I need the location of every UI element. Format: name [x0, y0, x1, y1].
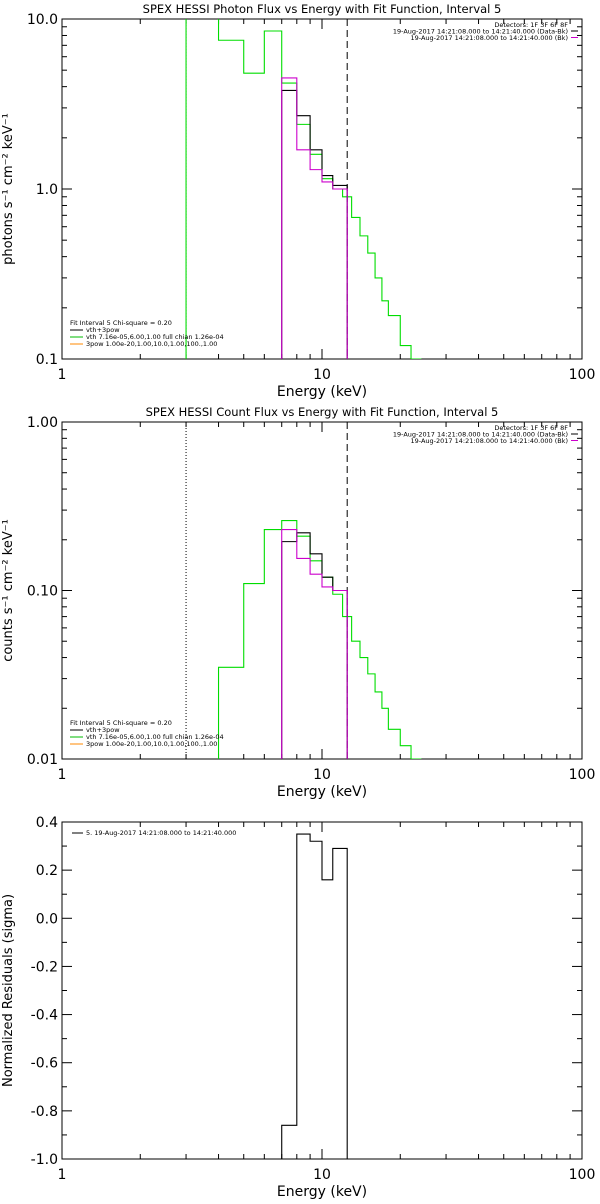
x-tick-label: 10 [313, 1167, 331, 1183]
series-step-line-1 [217, 520, 422, 759]
y-tick-label: 0.2 [36, 863, 58, 879]
y-tick-label: -0.6 [31, 1056, 58, 1072]
series-step-line-3 [281, 77, 348, 359]
info-line: 19-Aug-2017 14:21:08.000 to 14:21:40.000… [411, 437, 568, 445]
chart-panel-1: SPEX HESSI Photon Flux vs Energy with Fi… [1, 2, 596, 400]
data-series-group [217, 520, 422, 759]
info-line: 19-Aug-2017 14:21:08.000 to 14:21:40.000… [393, 28, 568, 36]
chart-title: SPEX HESSI Photon Flux vs Energy with Fi… [143, 2, 502, 16]
info-line: 19-Aug-2017 14:21:08.000 to 14:21:40.000… [411, 34, 568, 42]
x-tick-label: 1 [58, 767, 67, 783]
y-axis-label: photons s⁻¹ cm⁻² keV⁻¹ [1, 113, 16, 265]
series-step-line-2 [281, 89, 348, 359]
x-tick-label: 100 [569, 1167, 596, 1183]
fit-legend-title: Fit Interval 5 Chi-square = 0.20 [70, 319, 172, 327]
fit-legend-label: vth 7.16e-05,6.00,1.00 full chian 1.26e-… [86, 733, 224, 741]
x-tick-label: 1 [58, 1167, 67, 1183]
y-tick-label: 10.0 [27, 12, 58, 28]
fit-legend-label: vth 7.16e-05,6.00,1.00 full chian 1.26e-… [86, 333, 224, 341]
fit-legend-label: 3pow 1.00e-20,1.00,10.0,1.00,100.,1.00 [86, 340, 217, 348]
y-axis-label: Normalized Residuals (sigma) [1, 894, 16, 1087]
y-tick-label: 0.0 [36, 911, 58, 927]
x-axis-label: Energy (keV) [277, 1184, 367, 1200]
y-tick-label: 1.00 [27, 415, 58, 431]
y-tick-label: -0.8 [31, 1104, 58, 1120]
y-axis-label: counts s⁻¹ cm⁻² keV⁻¹ [1, 519, 16, 662]
y-tick-label: -0.4 [31, 1008, 58, 1024]
chart-panel-3: 1 10 100 -1.0 -0.8 -0.6 -0.4 -0.2 0.0 0.2 0.4 Energ… [1, 815, 595, 1200]
data-series-group [281, 833, 348, 1159]
x-tick-label: 100 [569, 767, 596, 783]
y-tick-label: 0.1 [36, 352, 58, 368]
y-tick-label: 0.4 [36, 815, 58, 831]
fit-legend-label: vth+3pow [86, 326, 120, 334]
y-tick-label: -1.0 [31, 1152, 58, 1168]
plot-frame [61, 18, 583, 360]
x-tick-label: 100 [569, 367, 596, 383]
series-step-line-1 [281, 833, 348, 1159]
fit-legend-label: 3pow 1.00e-20,1.00,10.0,1.00,100.,1.00 [86, 740, 217, 748]
y-tick-label: -0.2 [31, 959, 58, 975]
info-line: Detectors: 1F 3F 6F 8F [494, 21, 568, 29]
x-tick-label: 1 [58, 367, 67, 383]
plot-frame [61, 421, 583, 760]
x-axis-label: Energy (keV) [277, 384, 367, 400]
residual-legend-label: 5. 19-Aug-2017 14:21:08.000 to 14:21:40.… [86, 829, 236, 837]
y-tick-label: 0.10 [27, 584, 58, 600]
fit-legend-title: Fit Interval 5 Chi-square = 0.20 [70, 719, 172, 727]
y-tick-label: 0.01 [27, 752, 58, 768]
x-axis-label: Energy (keV) [277, 784, 367, 800]
series-step-line-1 [185, 19, 422, 359]
info-line: 19-Aug-2017 14:21:08.000 to 14:21:40.000… [393, 431, 568, 439]
x-tick-label: 10 [313, 367, 331, 383]
chart-panel-2: SPEX HESSI Count Flux vs Energy with Fit… [1, 405, 595, 800]
x-tick-label: 10 [313, 767, 331, 783]
data-series-group [185, 19, 422, 359]
fit-legend-label: vth+3pow [86, 726, 120, 734]
series-step-line-2 [281, 532, 348, 759]
series-step-line-3 [281, 528, 348, 759]
info-line: Detectors: 1F 3F 6F 8F [494, 424, 568, 432]
chart-title: SPEX HESSI Count Flux vs Energy with Fit… [146, 405, 499, 419]
y-tick-label: 1.0 [36, 182, 58, 198]
